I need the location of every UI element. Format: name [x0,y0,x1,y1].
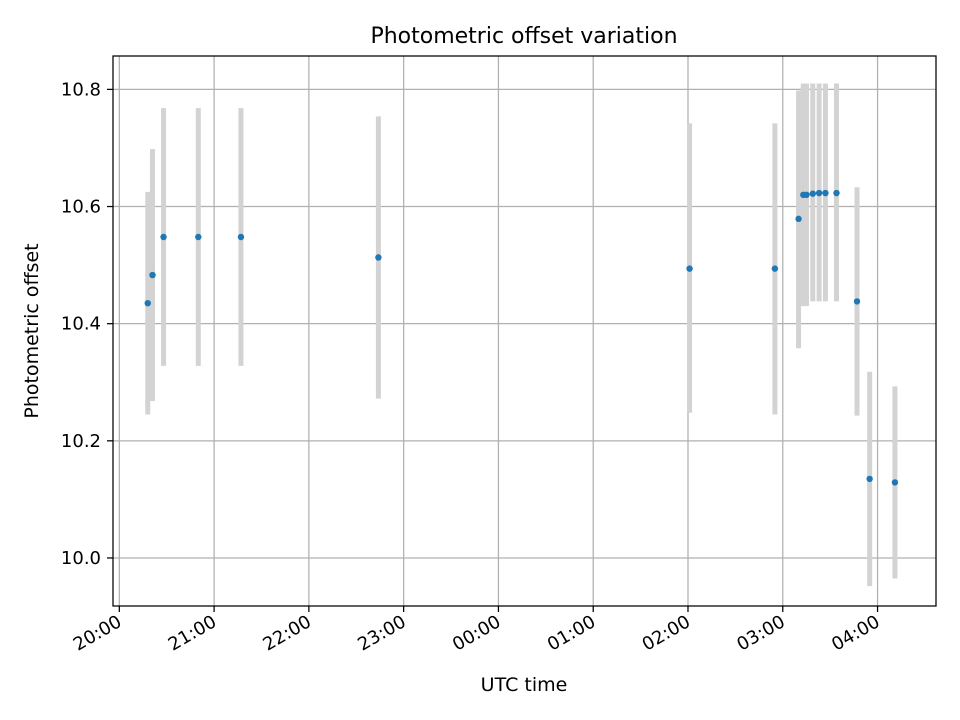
x-axis-label: UTC time [481,674,568,696]
y-axis-ticks: 10.0 10.2 10.4 10.6 10.8 [61,79,113,569]
data-point [866,475,873,483]
data-point [833,189,840,197]
data-point [822,189,829,197]
data-point [815,189,823,197]
data-point [803,191,810,199]
data-point [795,215,802,223]
data-point [160,233,167,241]
data-points [144,189,899,486]
chart-title: Photometric offset variation [370,24,677,49]
data-point [195,233,202,241]
y-tick-label: 10.6 [61,197,101,218]
y-tick-label: 10.4 [61,314,101,335]
y-tick-label: 10.0 [61,548,101,569]
data-point [809,190,816,197]
data-point [891,479,899,486]
data-point [375,254,382,261]
y-tick-label: 10.2 [61,431,101,452]
data-point [771,265,779,272]
data-point [686,265,693,272]
data-point [144,299,151,307]
y-tick-label: 10.8 [61,79,101,100]
data-point [149,271,156,279]
data-point [237,233,245,241]
data-point [853,298,861,305]
y-axis-label: Photometric offset [21,243,43,418]
plot-area-frame [112,55,937,607]
